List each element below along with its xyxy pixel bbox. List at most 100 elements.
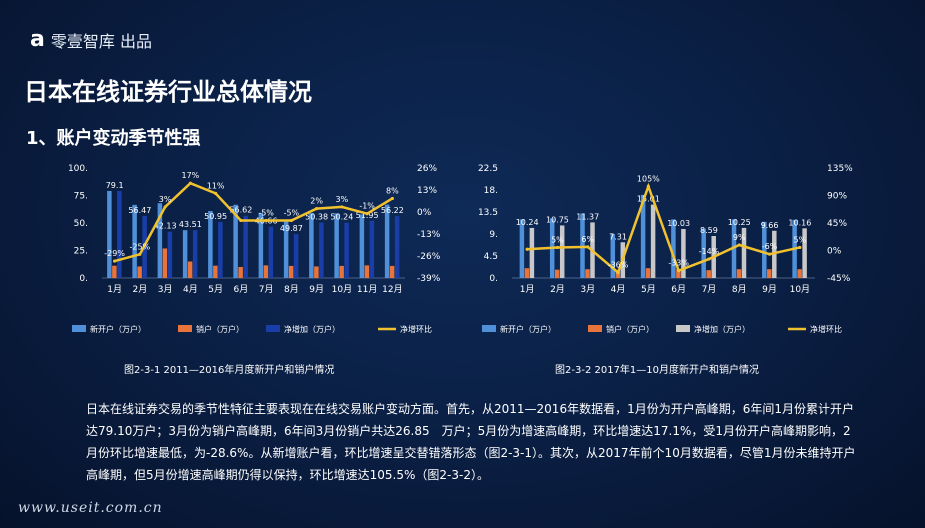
chart-2-x-tick: 2月 — [550, 284, 565, 295]
chart-2-bar-2 — [802, 228, 807, 278]
chart-1-line-data-label: 3% — [159, 195, 172, 204]
chart-1-legend-swatch — [72, 325, 86, 332]
chart-1-line-series — [114, 181, 394, 263]
chart-2-bar-2 — [681, 228, 686, 278]
chart-1-y-right-tick: -39% — [417, 274, 441, 284]
chart-2-y-left-tick: 9. — [489, 230, 498, 240]
chart-2-y-left-tick: 22.5 — [478, 164, 498, 174]
chart-1-line-point — [138, 252, 142, 256]
chart-2-bar-data-label: 10.25 — [728, 218, 751, 227]
chart-1-bar-2 — [293, 234, 299, 278]
chart-2-y-right-tick: -45% — [827, 274, 851, 284]
chart-2-x-tick: 3月 — [580, 284, 595, 295]
chart-1-bar-1 — [364, 265, 370, 278]
chart-2-line-point — [616, 270, 620, 275]
chart-2-line-data-label: -36% — [608, 261, 629, 270]
chart-2-line-point — [737, 243, 741, 247]
chart-1-bar-1 — [162, 248, 168, 278]
chart-1-line-point — [289, 218, 293, 223]
chart-2-bar-data-label: 10.03 — [667, 219, 690, 228]
chart-1-line-data-label: 2% — [310, 197, 323, 206]
chart-1-bar-2 — [117, 190, 122, 278]
chart-1-bar-2 — [192, 230, 198, 278]
chart-1-bar-0 — [208, 211, 213, 278]
chart-2-bar-2 — [650, 204, 656, 278]
chart-1-bar-2 — [319, 222, 324, 278]
chart-2-bar-1 — [585, 269, 590, 278]
chart-1-legend-swatch — [266, 325, 280, 332]
chart-2-bar-1 — [767, 269, 772, 278]
chart-2-bar-1 — [797, 269, 802, 278]
chart-1-y-left-tick: 100. — [68, 164, 88, 174]
chart-1-line-point — [365, 212, 369, 216]
chart-1-bar-1 — [238, 267, 243, 278]
chart-2-caption: 图2-3-2 2017年1—10月度新开户和销户情况 — [555, 365, 760, 376]
chart-1-bar-2 — [167, 231, 173, 278]
chart-1-line-data-label: -29% — [104, 249, 125, 258]
chart-1-legend-label: 销户（万户） — [196, 324, 244, 334]
chart-2-line-point — [798, 245, 802, 250]
chart-2-bar-data-label: 10.16 — [788, 218, 811, 227]
chart-2-x-tick: 10月 — [790, 284, 810, 295]
chart-1-line-data-label: -5% — [258, 208, 274, 217]
chart-2-line-data-label: -6% — [762, 242, 778, 251]
chart-2-bar-0 — [610, 234, 616, 278]
chart-1-bar-0 — [182, 230, 188, 278]
chart-1-bar-data-label: 50.24 — [330, 213, 353, 222]
chart-2-bar-2 — [559, 225, 565, 278]
chart-1-line-point — [390, 196, 394, 201]
chart-1-bar-0 — [334, 213, 339, 278]
chart-1-bar-2 — [268, 226, 274, 278]
chart-2-bar-0 — [701, 228, 706, 278]
chart-2-line-point — [525, 247, 529, 251]
chart-2-y-left-tick: 4.5 — [484, 252, 498, 262]
chart-1-bar-2 — [369, 220, 375, 278]
chart-1-bar-0 — [107, 190, 112, 278]
chart-1-line-data-label: -25% — [130, 242, 151, 251]
chart-1-bar-data-label: 56.22 — [381, 206, 404, 215]
chart-1-bar-0 — [384, 204, 390, 278]
chart-2-line-point — [677, 269, 681, 273]
chart-1-line-point — [163, 205, 167, 209]
chart-2-line-point — [586, 245, 590, 249]
chart-1-line-point — [214, 191, 218, 195]
chart-1-bar-1 — [339, 265, 344, 278]
chart-1-bar-2 — [394, 216, 400, 278]
footer-url: www.useit.com.cn — [18, 500, 163, 516]
chart-2-legend-label: 销户（万户） — [606, 324, 654, 334]
chart-2-x-tick: 7月 — [702, 284, 717, 295]
chart-2-bar-0 — [762, 221, 767, 278]
chart-2-line-data-label: -14% — [699, 247, 720, 256]
chart-2-bar-1 — [676, 269, 681, 278]
chart-1-line-point — [239, 218, 243, 223]
chart-2-x-tick: 9月 — [762, 284, 777, 295]
chart-2-bar-data-label: 15.01 — [637, 195, 660, 204]
chart-1-x-tick: 11月 — [357, 284, 377, 295]
chart-2-bar-0 — [519, 219, 525, 278]
chart-1-bar-2 — [344, 222, 349, 278]
chart-1-line-data-label: 11% — [207, 181, 225, 190]
chart-1-bar-1 — [187, 261, 193, 278]
chart-2-y-right-tick: 90% — [827, 192, 847, 202]
chart-1-y-right-tick: 26% — [417, 164, 437, 174]
chart-1-y-left-tick: 50. — [74, 219, 88, 229]
chart-2-bar-1 — [645, 268, 651, 278]
chart-monthly-2017: 22.5 18. 13.5 9. 4.5 0. 135% 90% 45% 0% -45% 1月 10.2… — [470, 160, 870, 345]
chart-1-y-right-tick: 13% — [417, 186, 437, 196]
chart-1-bar-2 — [218, 221, 223, 278]
chart-1-line-data-label: 17% — [181, 171, 199, 180]
chart-2-bar-data-label: 9.66 — [761, 221, 779, 230]
chart-1-y-left-tick: 25. — [74, 247, 88, 257]
chart-2-bar-0 — [671, 219, 676, 278]
chart-2-bar-2 — [741, 227, 747, 278]
chart-1-line-point — [264, 218, 268, 223]
chart-1-x-tick: 4月 — [183, 284, 198, 295]
chart-2-line-data-label: 105% — [637, 174, 660, 183]
chart-1-bar-0 — [283, 221, 289, 278]
chart-2-bar-1 — [524, 268, 530, 278]
chart-1-y-right-tick: -13% — [417, 230, 441, 240]
chart-2-y-left-tick: 0. — [489, 274, 498, 284]
chart-2-bar-data-label: 10.75 — [546, 215, 569, 224]
chart-2-bar-0 — [640, 194, 646, 278]
brand-name: 零壹智库 出品 — [50, 32, 152, 51]
